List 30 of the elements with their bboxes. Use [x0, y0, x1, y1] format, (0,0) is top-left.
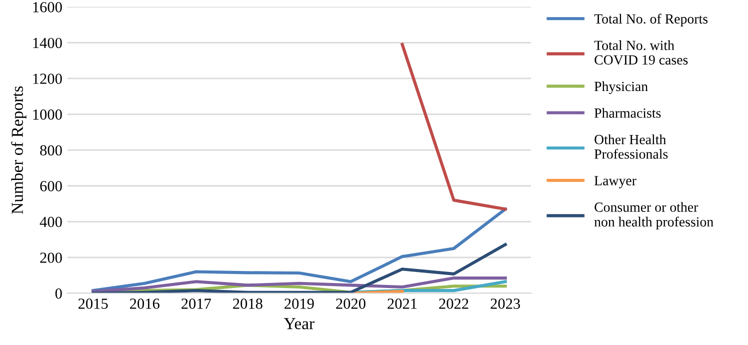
line-series [92, 243, 507, 294]
legend-label: Pharmacists [594, 108, 661, 118]
y-tick-label: 1400 [33, 38, 62, 48]
x-tick-label: 2022 [439, 298, 468, 309]
legend-label: Lawyer [594, 176, 636, 188]
y-tick-label: 1600 [33, 2, 62, 12]
y-tick-label: 600 [40, 181, 62, 192]
legend-label: Physician [594, 81, 648, 94]
y-tick-label: 1200 [33, 74, 62, 84]
y-tick-label: 1000 [33, 109, 62, 120]
x-tick-label: 2019 [284, 298, 314, 309]
x-tick-label: 2020 [336, 298, 366, 309]
y-tick-label: 800 [40, 145, 62, 156]
x-tick-label: 2023 [490, 298, 520, 309]
x-axis-title: Year [284, 318, 314, 330]
x-tick-label: 2015 [78, 298, 108, 309]
line-series [92, 276, 507, 293]
y-tick-label: 0 [55, 288, 62, 299]
y-axis-title: Number of Reports [11, 86, 26, 214]
x-tick-label: 2018 [233, 298, 262, 309]
x-tick-label: 2021 [388, 298, 417, 309]
legend-label: Consumer or other non health profession [594, 202, 714, 230]
y-tick-label: 200 [40, 252, 62, 263]
x-tick-label: 2017 [182, 298, 211, 309]
x-tick-label: 2016 [130, 298, 160, 309]
legend-label: Other Health Professionals [594, 134, 668, 159]
line-series [92, 208, 507, 292]
legend-label: Total No. of Reports [594, 14, 708, 26]
legend-label: Total No. with COVID 19 cases [594, 40, 688, 65]
y-tick-label: 400 [40, 216, 62, 228]
